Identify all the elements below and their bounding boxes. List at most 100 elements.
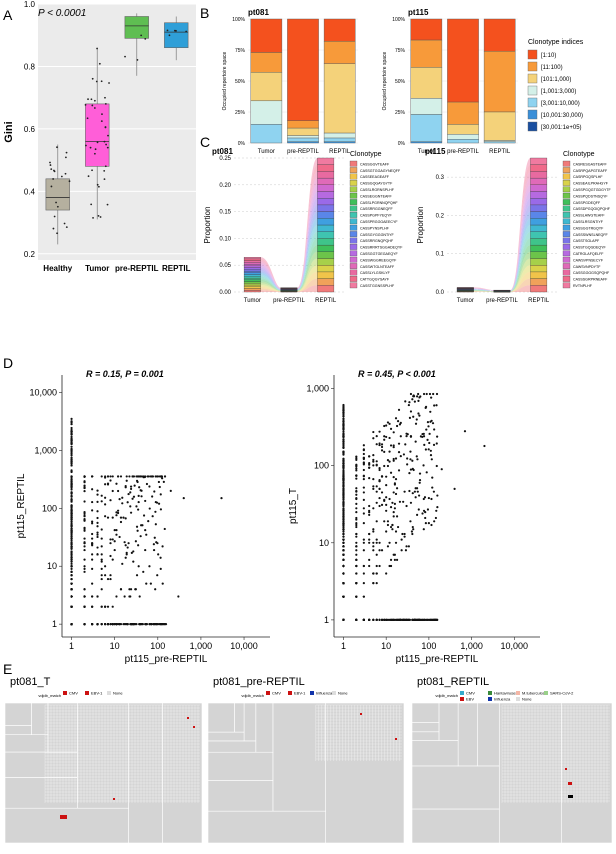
- scatter-point: [394, 559, 396, 561]
- scatter-point: [405, 619, 407, 621]
- scatter-point: [109, 479, 111, 481]
- gini-point: [107, 135, 109, 137]
- scatter-point: [132, 623, 134, 625]
- scatter-point: [385, 496, 387, 498]
- treemap-tile: [412, 809, 499, 843]
- clonotype-bar-segment: [244, 261, 260, 263]
- repertoire-bar-segment: [411, 67, 442, 98]
- scatter-point: [342, 533, 344, 535]
- treemap-legend-swatch: [460, 691, 464, 695]
- clonotype-bar-segment: [317, 212, 334, 219]
- scatter-point: [395, 478, 397, 480]
- scatter-point: [430, 524, 432, 526]
- repertoire-bar-segment: [447, 102, 478, 124]
- scatter-point: [131, 498, 133, 500]
- treemap-tile: [478, 703, 500, 766]
- clonotype-xtick-label: Tumor: [244, 298, 261, 304]
- repertoire-bar-segment: [411, 40, 442, 67]
- scatter-point: [135, 540, 137, 542]
- scatter-point: [70, 595, 72, 597]
- clonotype-bar-segment: [530, 212, 547, 219]
- scatter-point: [70, 488, 72, 490]
- scatter-point: [429, 393, 431, 395]
- treemap-tile: [326, 703, 404, 843]
- clonotype-bar-segment: [244, 283, 260, 285]
- scatter-point: [109, 542, 111, 544]
- gini-point: [54, 216, 56, 218]
- scatter-point: [355, 467, 357, 469]
- scatter-point: [140, 495, 142, 497]
- clonotype-legend-swatch: [563, 206, 570, 211]
- clonotype-bar-segment: [244, 290, 260, 292]
- clonotype-bar-segment: [244, 273, 260, 275]
- scatter-point: [412, 395, 414, 397]
- clonotype-bar-segment: [244, 276, 260, 278]
- scatter-point: [383, 465, 385, 467]
- gini-point: [124, 56, 126, 58]
- scatter-point: [390, 565, 392, 567]
- scatter-point: [383, 499, 385, 501]
- scatter-point: [394, 482, 396, 484]
- treemap-tile: [412, 732, 439, 741]
- scatter-point: [70, 464, 72, 466]
- clonotype-bar-segment: [317, 259, 334, 266]
- scatter-point: [144, 500, 146, 502]
- gini-point: [105, 165, 107, 167]
- scatter-point: [112, 606, 114, 608]
- scatter-point: [376, 572, 378, 574]
- clonotype-legend-swatch: [563, 193, 570, 198]
- scatter-point: [107, 623, 109, 625]
- scatter-point: [368, 455, 370, 457]
- scatter-xtick-label: 10: [110, 641, 120, 651]
- clonotype-legend-label: CASSTGGNSSPLHF: [360, 284, 395, 288]
- treemap-legend-item: M.tuberculosis: [522, 691, 548, 696]
- scatter-point: [70, 448, 72, 450]
- scatter-point: [139, 623, 141, 625]
- scatter-point: [128, 588, 130, 590]
- scatter-point: [140, 524, 142, 526]
- scatter-point: [378, 549, 380, 551]
- scatter-point: [342, 472, 344, 474]
- repertoire-bar-segment: [411, 142, 442, 143]
- clonotype-bar-segment: [317, 218, 334, 225]
- scatter-point: [150, 583, 152, 585]
- treemap-tile: [256, 703, 273, 752]
- scatter-point: [126, 552, 128, 554]
- gini-point: [66, 152, 68, 154]
- scatter-point: [417, 400, 419, 402]
- scatter-point: [407, 433, 409, 435]
- scatter-point: [147, 475, 149, 477]
- scatter-point: [164, 528, 166, 530]
- scatter-point: [410, 435, 412, 437]
- scatter-point: [426, 471, 428, 473]
- clonotype-legend-label: CASSRRGNQPQHF: [360, 239, 394, 243]
- scatter-point: [427, 425, 429, 427]
- scatter-point: [355, 522, 357, 524]
- treemap-highlight-tile: [113, 798, 115, 800]
- clonotype-xtick-label: pre-REPTIL: [273, 298, 305, 304]
- scatter-point: [391, 502, 393, 504]
- scatter-point: [355, 511, 357, 513]
- scatter-point: [83, 559, 85, 561]
- scatter-point: [372, 530, 374, 532]
- repertoire-panel-title: pt081: [248, 8, 269, 17]
- scatter-point: [385, 476, 387, 478]
- clonotype-legend-swatch: [350, 244, 357, 249]
- scatter-point: [163, 481, 165, 483]
- scatter-point: [70, 534, 72, 536]
- scatter-point: [355, 459, 357, 461]
- scatter-point: [107, 517, 109, 519]
- gini-point: [91, 98, 93, 100]
- scatter-point: [91, 475, 93, 477]
- scatter-point: [140, 490, 142, 492]
- scatter-point: [388, 498, 390, 500]
- scatter-point: [409, 520, 411, 522]
- scatter-point: [70, 510, 72, 512]
- repertoire-legend-label: [10,001:30,000): [541, 113, 583, 119]
- treemap-legend-item: Influenza: [316, 691, 333, 696]
- clonotype-bar-segment: [530, 158, 547, 165]
- scatter-point: [408, 472, 410, 474]
- scatter-point: [141, 475, 143, 477]
- clonotype-legend-swatch: [563, 187, 570, 192]
